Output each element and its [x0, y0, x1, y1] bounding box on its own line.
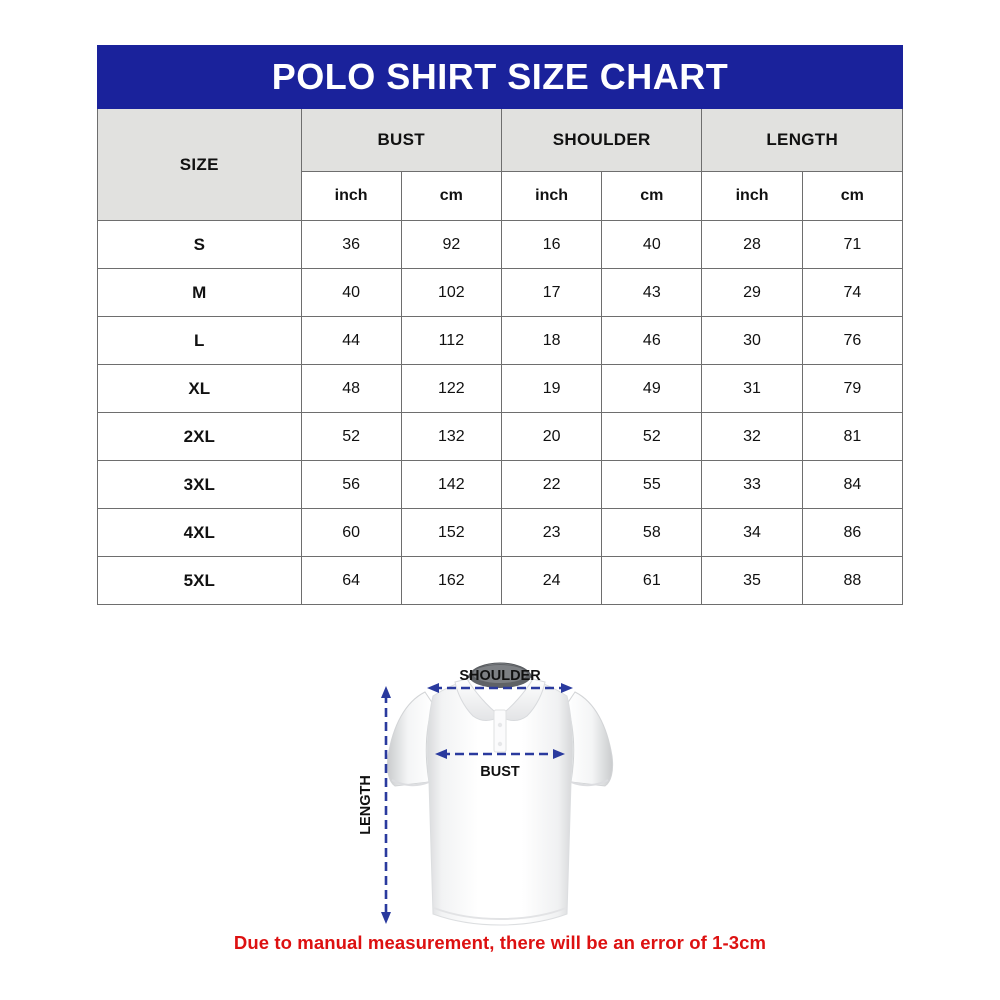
cell-length-cm: 79 [801, 364, 904, 413]
cell-length-inch: 28 [701, 220, 803, 269]
shirt-measurement-diagram: SHOULDER BUST LENGTH [355, 630, 645, 930]
cell-bust-cm: 162 [400, 556, 502, 605]
cell-bust-cm: 152 [400, 508, 502, 557]
shirt-button [497, 722, 503, 728]
shirt-cuff-left [391, 779, 430, 787]
cell-shoulder-inch: 19 [500, 364, 603, 413]
cell-bust-cm: 112 [400, 316, 502, 365]
shoulder-label: SHOULDER [459, 668, 541, 684]
cell-size: 2XL [97, 412, 302, 461]
table-title-row: POLO SHIRT SIZE CHART [97, 45, 903, 109]
cell-bust-inch: 64 [300, 556, 402, 605]
table-row: S 36 92 16 40 28 71 [97, 220, 904, 269]
cell-length-inch: 29 [701, 268, 803, 317]
cell-bust-cm: 102 [400, 268, 502, 317]
cell-size: 3XL [97, 460, 302, 509]
shoulder-measurement-arrow [427, 683, 573, 693]
cell-size: 5XL [97, 556, 302, 605]
cell-bust-inch: 56 [300, 460, 402, 509]
cell-bust-inch: 40 [300, 268, 402, 317]
unit-length-cm: cm [801, 171, 904, 221]
cell-shoulder-cm: 58 [601, 508, 703, 557]
cell-length-inch: 35 [701, 556, 803, 605]
unit-length-inch: inch [701, 171, 803, 221]
shirt-collar-inner [473, 665, 527, 683]
cell-bust-inch: 48 [300, 364, 402, 413]
length-label: LENGTH [358, 775, 374, 835]
cell-size: XL [97, 364, 302, 413]
table-row: 2XL 52 132 20 52 32 81 [97, 412, 904, 461]
cell-shoulder-cm: 52 [601, 412, 703, 461]
shirt-placket [493, 709, 507, 753]
table-row: 3XL 56 142 22 55 33 84 [97, 460, 904, 509]
cell-bust-inch: 36 [300, 220, 402, 269]
table-row: 4XL 60 152 23 58 34 86 [97, 508, 904, 557]
table-row: M 40 102 17 43 29 74 [97, 268, 904, 317]
cell-shoulder-inch: 18 [500, 316, 603, 365]
cell-length-inch: 32 [701, 412, 803, 461]
cell-bust-cm: 122 [400, 364, 502, 413]
table-row: 5XL 64 162 24 61 35 88 [97, 556, 904, 605]
cell-shoulder-inch: 16 [500, 220, 603, 269]
table-row: L 44 112 18 46 30 76 [97, 316, 904, 365]
cell-shoulder-cm: 55 [601, 460, 703, 509]
cell-length-inch: 31 [701, 364, 803, 413]
cell-length-cm: 71 [801, 220, 904, 269]
cell-shoulder-inch: 20 [500, 412, 603, 461]
cell-size: M [97, 268, 302, 317]
cell-shoulder-cm: 49 [601, 364, 703, 413]
cell-shoulder-inch: 17 [500, 268, 603, 317]
cell-length-cm: 88 [801, 556, 904, 605]
cell-shoulder-cm: 46 [601, 316, 703, 365]
shirt-button [497, 741, 503, 747]
column-header-bust: BUST [300, 108, 502, 172]
unit-shoulder-inch: inch [500, 171, 603, 221]
shirt-hem [433, 907, 567, 921]
size-chart-table: POLO SHIRT SIZE CHART SIZE BUST SHOULDER… [97, 45, 904, 605]
cell-shoulder-inch: 23 [500, 508, 603, 557]
length-measurement-arrow [381, 686, 391, 924]
cell-length-cm: 84 [801, 460, 904, 509]
cell-bust-inch: 52 [300, 412, 402, 461]
cell-length-inch: 30 [701, 316, 803, 365]
cell-length-cm: 76 [801, 316, 904, 365]
cell-size: 4XL [97, 508, 302, 557]
page-title: POLO SHIRT SIZE CHART [97, 45, 903, 109]
column-header-shoulder: SHOULDER [500, 108, 703, 172]
shirt-collar-wing-left [454, 678, 501, 721]
shirt-sleeve-left [386, 691, 434, 787]
shirt-sleeve-right [566, 691, 614, 787]
unit-header-row: inch cm inch cm inch cm [98, 171, 904, 221]
cell-bust-cm: 132 [400, 412, 502, 461]
bust-measurement-arrow [435, 749, 565, 759]
unit-bust-inch: inch [300, 171, 402, 221]
unit-shoulder-cm: cm [601, 171, 703, 221]
cell-shoulder-cm: 40 [601, 220, 703, 269]
bust-label: BUST [480, 764, 520, 780]
cell-size: L [97, 316, 302, 365]
cell-length-cm: 74 [801, 268, 904, 317]
cell-bust-cm: 92 [400, 220, 502, 269]
cell-length-cm: 81 [801, 412, 904, 461]
group-header-row: SIZE BUST SHOULDER LENGTH [97, 108, 903, 221]
cell-length-inch: 33 [701, 460, 803, 509]
column-header-size: SIZE [97, 108, 302, 221]
cell-shoulder-inch: 24 [500, 556, 603, 605]
polo-shirt-illustration [386, 662, 614, 926]
cell-shoulder-cm: 61 [601, 556, 703, 605]
cell-length-cm: 86 [801, 508, 904, 557]
shirt-cuff-right [570, 779, 609, 787]
cell-size: S [97, 220, 302, 269]
cell-bust-cm: 142 [400, 460, 502, 509]
cell-shoulder-inch: 22 [500, 460, 603, 509]
cell-length-inch: 34 [701, 508, 803, 557]
measurement-disclaimer: Due to manual measurement, there will be… [233, 932, 767, 953]
shirt-collar-wing-right [499, 678, 546, 721]
cell-bust-inch: 60 [300, 508, 402, 557]
cell-bust-inch: 44 [300, 316, 402, 365]
cell-shoulder-cm: 43 [601, 268, 703, 317]
unit-bust-cm: cm [400, 171, 502, 221]
column-header-length: LENGTH [701, 108, 903, 172]
table-row: XL 48 122 19 49 31 79 [97, 364, 904, 413]
